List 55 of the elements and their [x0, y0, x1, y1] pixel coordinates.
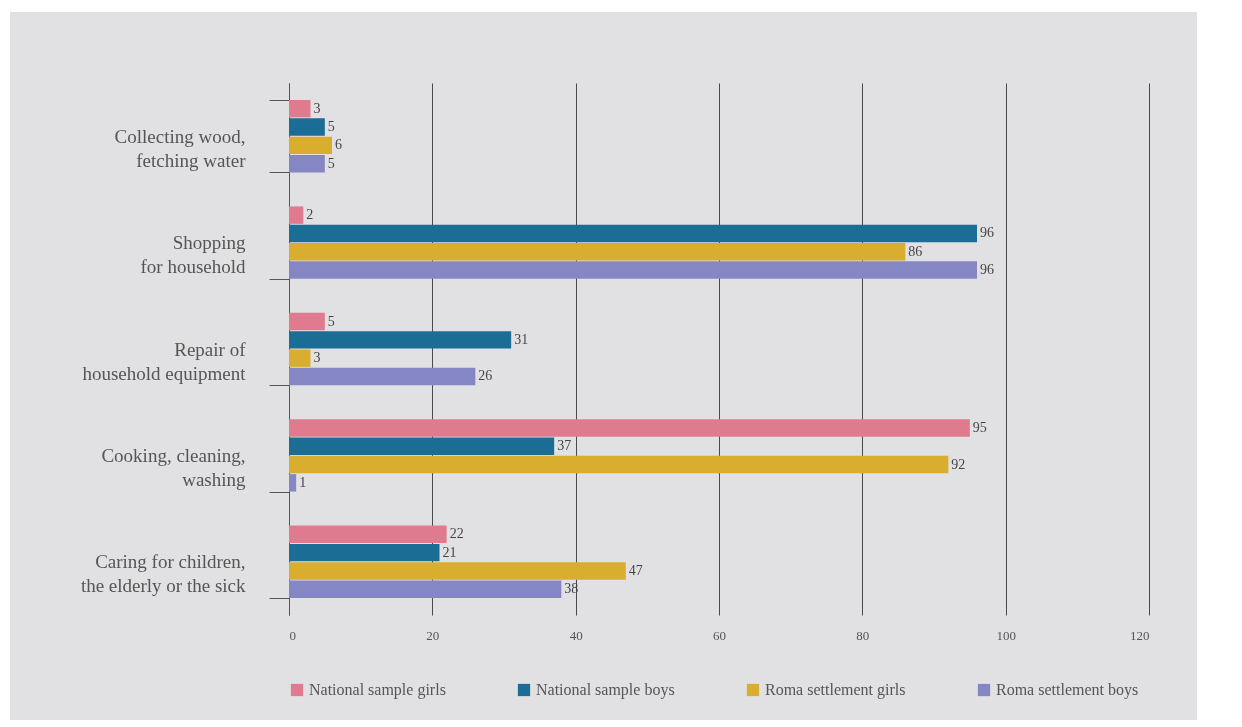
data-label: 86: [908, 243, 923, 259]
legend-label: National sample boys: [536, 681, 675, 699]
bar: [289, 525, 447, 544]
bar: [289, 580, 562, 598]
data-label: 37: [557, 438, 572, 454]
bar: [289, 312, 325, 331]
data-label: 5: [327, 119, 335, 135]
data-label: 31: [514, 331, 529, 347]
bar: [289, 562, 626, 580]
data-label: 95: [972, 419, 987, 435]
bar: [289, 224, 977, 243]
bar: [289, 243, 906, 261]
x-tick-label: 100: [996, 627, 1016, 643]
data-label: 26: [478, 368, 493, 384]
data-label: 96: [980, 262, 994, 278]
data-label: 21: [442, 544, 457, 560]
y-tick-label: Collecting wood, fetching water: [114, 125, 247, 171]
bar: [289, 331, 512, 349]
bar: [289, 136, 332, 155]
legend-label: Roma settlement boys: [996, 681, 1139, 699]
x-tick-label: 40: [569, 627, 583, 643]
data-label: 96: [980, 225, 994, 241]
bar: [289, 100, 311, 118]
x-tick-label: 0: [289, 627, 296, 643]
legend-label: Roma settlement girls: [765, 681, 906, 699]
bar: [289, 367, 476, 386]
y-tick-label: Shopping for household: [140, 232, 246, 278]
data-label: 3: [313, 350, 321, 366]
bar: [289, 154, 325, 173]
y-tick-label: Caring for children, the elderly or the sick: [80, 551, 246, 597]
bar: [289, 349, 311, 367]
x-tick-label: 60: [713, 627, 726, 643]
x-tick-label: 120: [1130, 627, 1150, 643]
bar: [289, 118, 325, 136]
data-label: 2: [306, 207, 314, 223]
data-label: 1: [299, 474, 307, 490]
bar: [289, 543, 440, 562]
bar: [289, 261, 977, 279]
y-tick-label: Repair of household equipment: [82, 338, 247, 384]
bar: [289, 419, 970, 437]
data-label: 5: [327, 155, 335, 171]
data-label: 6: [335, 137, 342, 153]
y-tick-label: Cooking, cleaning, washing: [101, 444, 246, 490]
bar: [289, 206, 304, 224]
legend-label: National sample girls: [309, 681, 446, 699]
bar: [289, 455, 949, 474]
x-tick-label: 80: [856, 627, 870, 643]
data-label: 22: [449, 526, 464, 542]
x-tick-label: 20: [426, 627, 440, 643]
bar: [289, 474, 297, 492]
data-label: 47: [628, 562, 643, 578]
data-label: 3: [313, 100, 321, 116]
data-label: 5: [327, 313, 335, 329]
bar: [289, 437, 555, 455]
data-label: 92: [951, 456, 966, 472]
